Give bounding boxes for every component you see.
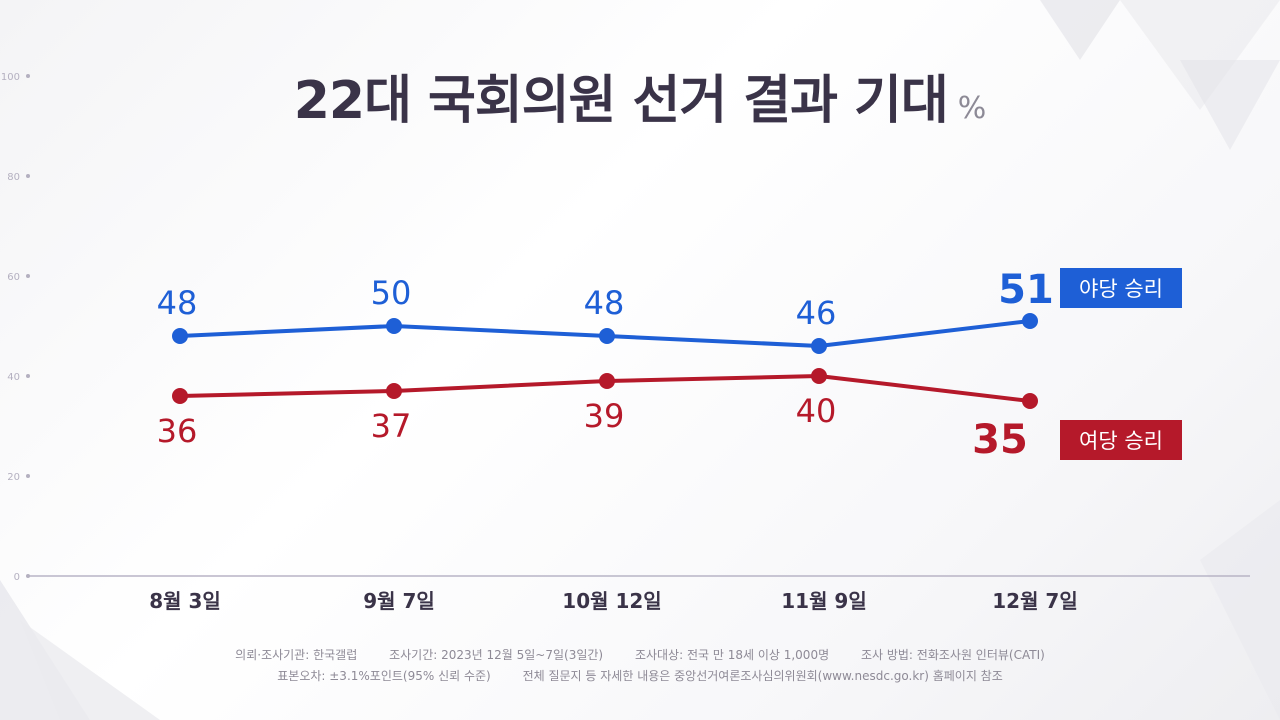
y-tick-label: 100	[1, 72, 20, 83]
y-tick-dot	[26, 74, 30, 78]
unit-label: %	[957, 91, 987, 126]
data-point	[599, 373, 615, 389]
footer-period: 조사기간: 2023년 12월 5일~7일(3일간)	[389, 648, 604, 662]
data-label: 39	[584, 397, 625, 435]
data-point	[172, 328, 188, 344]
y-tick-dot	[26, 174, 30, 178]
title-text: 22대 국회의원 선거 결과 기대	[293, 71, 949, 131]
x-tick-label: 12월 7일	[992, 589, 1078, 613]
y-tick-label: 20	[7, 472, 20, 483]
data-label: 40	[796, 392, 837, 430]
y-tick-label: 60	[7, 272, 20, 283]
data-point	[386, 383, 402, 399]
y-tick-label: 80	[7, 172, 20, 183]
data-label: 48	[157, 284, 198, 322]
data-label: 37	[371, 407, 412, 445]
legend-label: 여당 승리	[1079, 429, 1163, 453]
footer-line-2: 표본오차: ±3.1%포인트(95% 신뢰 수준) 전체 질문지 등 자세한 내…	[0, 667, 1280, 684]
footer-line-1: 의뢰·조사기관: 한국갤럽 조사기간: 2023년 12월 5일~7일(3일간)…	[0, 646, 1280, 663]
data-label: 36	[157, 412, 198, 450]
data-point	[811, 338, 827, 354]
data-label: 51	[998, 267, 1054, 313]
data-point	[811, 368, 827, 384]
legend-tag	[1060, 268, 1182, 308]
x-tick-label: 11월 9일	[781, 589, 867, 613]
footer-error: 표본오차: ±3.1%포인트(95% 신뢰 수준)	[277, 669, 491, 683]
data-point	[1022, 313, 1038, 329]
data-label: 50	[371, 274, 412, 312]
data-point	[599, 328, 615, 344]
data-point	[172, 388, 188, 404]
x-tick-label: 10월 12일	[562, 589, 661, 613]
data-point	[386, 318, 402, 334]
footer-client: 의뢰·조사기관: 한국갤럽	[235, 648, 358, 662]
legend-label: 야당 승리	[1079, 277, 1163, 301]
x-tick-label: 8월 3일	[149, 589, 221, 613]
y-tick-dot	[26, 374, 30, 378]
y-tick-dot	[26, 274, 30, 278]
footer-reference: 전체 질문지 등 자세한 내용은 중앙선거여론조사심의위원회(www.nesdc…	[522, 669, 1003, 683]
footer-target: 조사대상: 전국 만 18세 이상 1,000명	[634, 648, 830, 662]
data-point	[1022, 393, 1038, 409]
y-tick-label: 0	[14, 572, 20, 583]
legend-tag	[1060, 420, 1182, 460]
data-label: 35	[972, 417, 1028, 463]
y-tick-dot	[26, 474, 30, 478]
data-label: 46	[796, 294, 837, 332]
y-tick-label: 40	[7, 372, 20, 383]
x-tick-label: 9월 7일	[363, 589, 435, 613]
y-tick-dot	[26, 574, 30, 578]
data-label: 48	[584, 284, 625, 322]
chart-title: 22대 국회의원 선거 결과 기대%	[0, 58, 1280, 133]
footer-method: 조사 방법: 전화조사원 인터뷰(CATI)	[860, 648, 1045, 662]
